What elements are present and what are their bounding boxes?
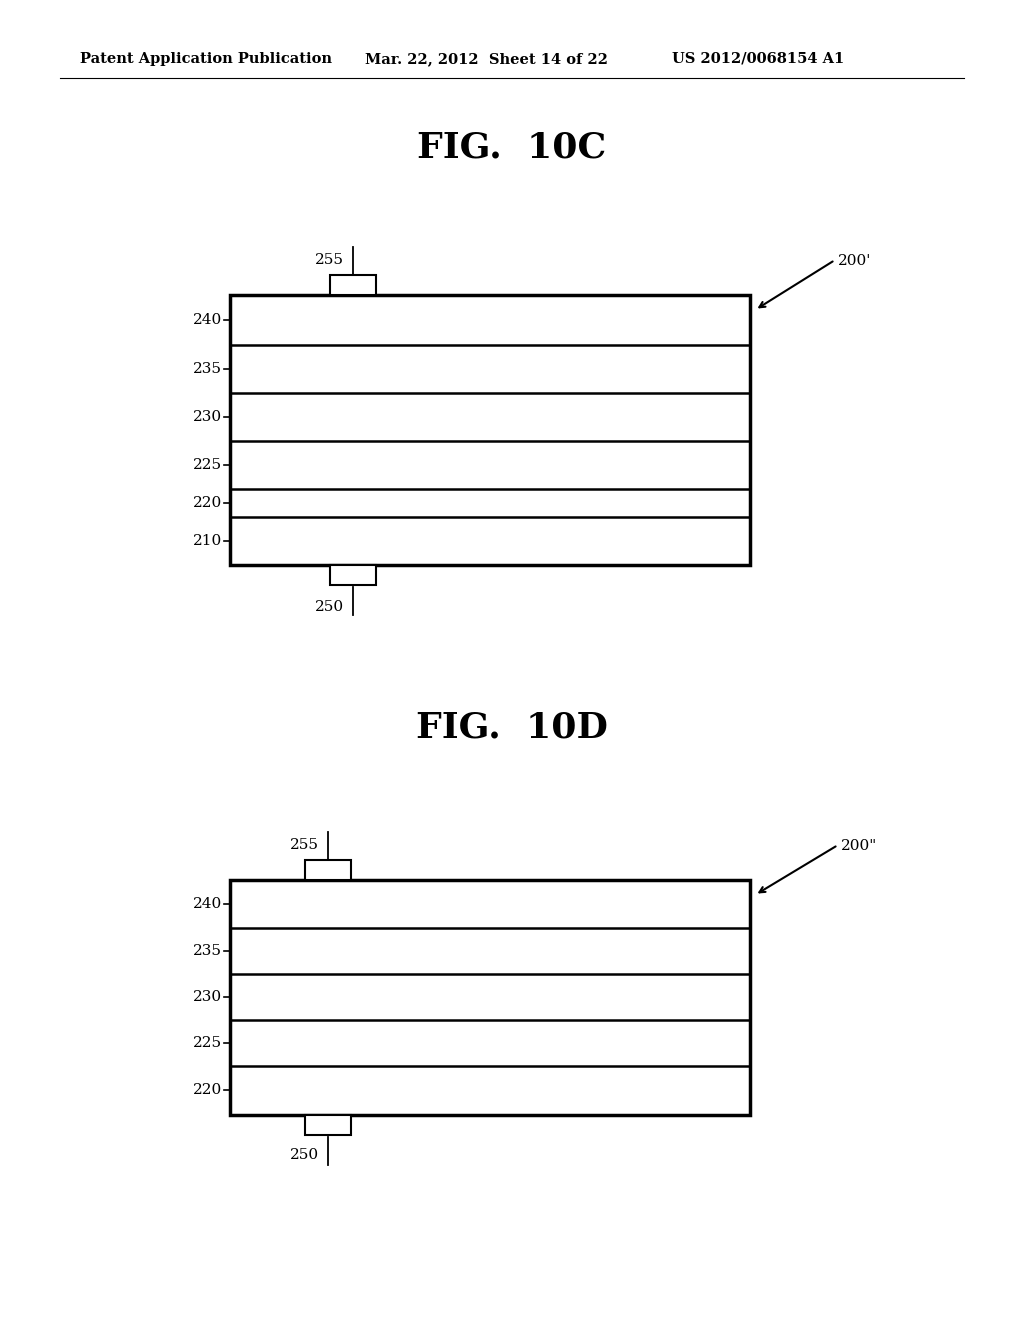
Bar — [305, 1115, 351, 1135]
Text: US 2012/0068154 A1: US 2012/0068154 A1 — [672, 51, 844, 66]
Text: 255: 255 — [315, 253, 344, 267]
Text: 230: 230 — [193, 990, 222, 1005]
Text: 220: 220 — [193, 496, 222, 510]
Text: 225: 225 — [193, 1036, 222, 1049]
Bar — [230, 880, 750, 1115]
Text: 235: 235 — [193, 944, 222, 958]
Text: 250: 250 — [290, 1148, 319, 1162]
Text: Patent Application Publication: Patent Application Publication — [80, 51, 332, 66]
Text: 210: 210 — [193, 535, 222, 548]
Bar — [305, 861, 351, 880]
Text: 200': 200' — [838, 253, 871, 268]
Text: 240: 240 — [193, 313, 222, 327]
Text: FIG.  10D: FIG. 10D — [416, 710, 608, 744]
Text: 220: 220 — [193, 1082, 222, 1097]
Text: 250: 250 — [315, 601, 344, 614]
Text: Mar. 22, 2012  Sheet 14 of 22: Mar. 22, 2012 Sheet 14 of 22 — [365, 51, 608, 66]
Text: 240: 240 — [193, 898, 222, 911]
Text: 225: 225 — [193, 458, 222, 473]
Text: 200": 200" — [841, 840, 878, 853]
Text: 235: 235 — [193, 362, 222, 376]
Text: 255: 255 — [290, 838, 319, 851]
Text: 230: 230 — [193, 411, 222, 424]
Bar — [230, 294, 750, 565]
Bar — [330, 565, 376, 585]
Bar — [330, 275, 376, 294]
Text: FIG.  10C: FIG. 10C — [418, 129, 606, 164]
